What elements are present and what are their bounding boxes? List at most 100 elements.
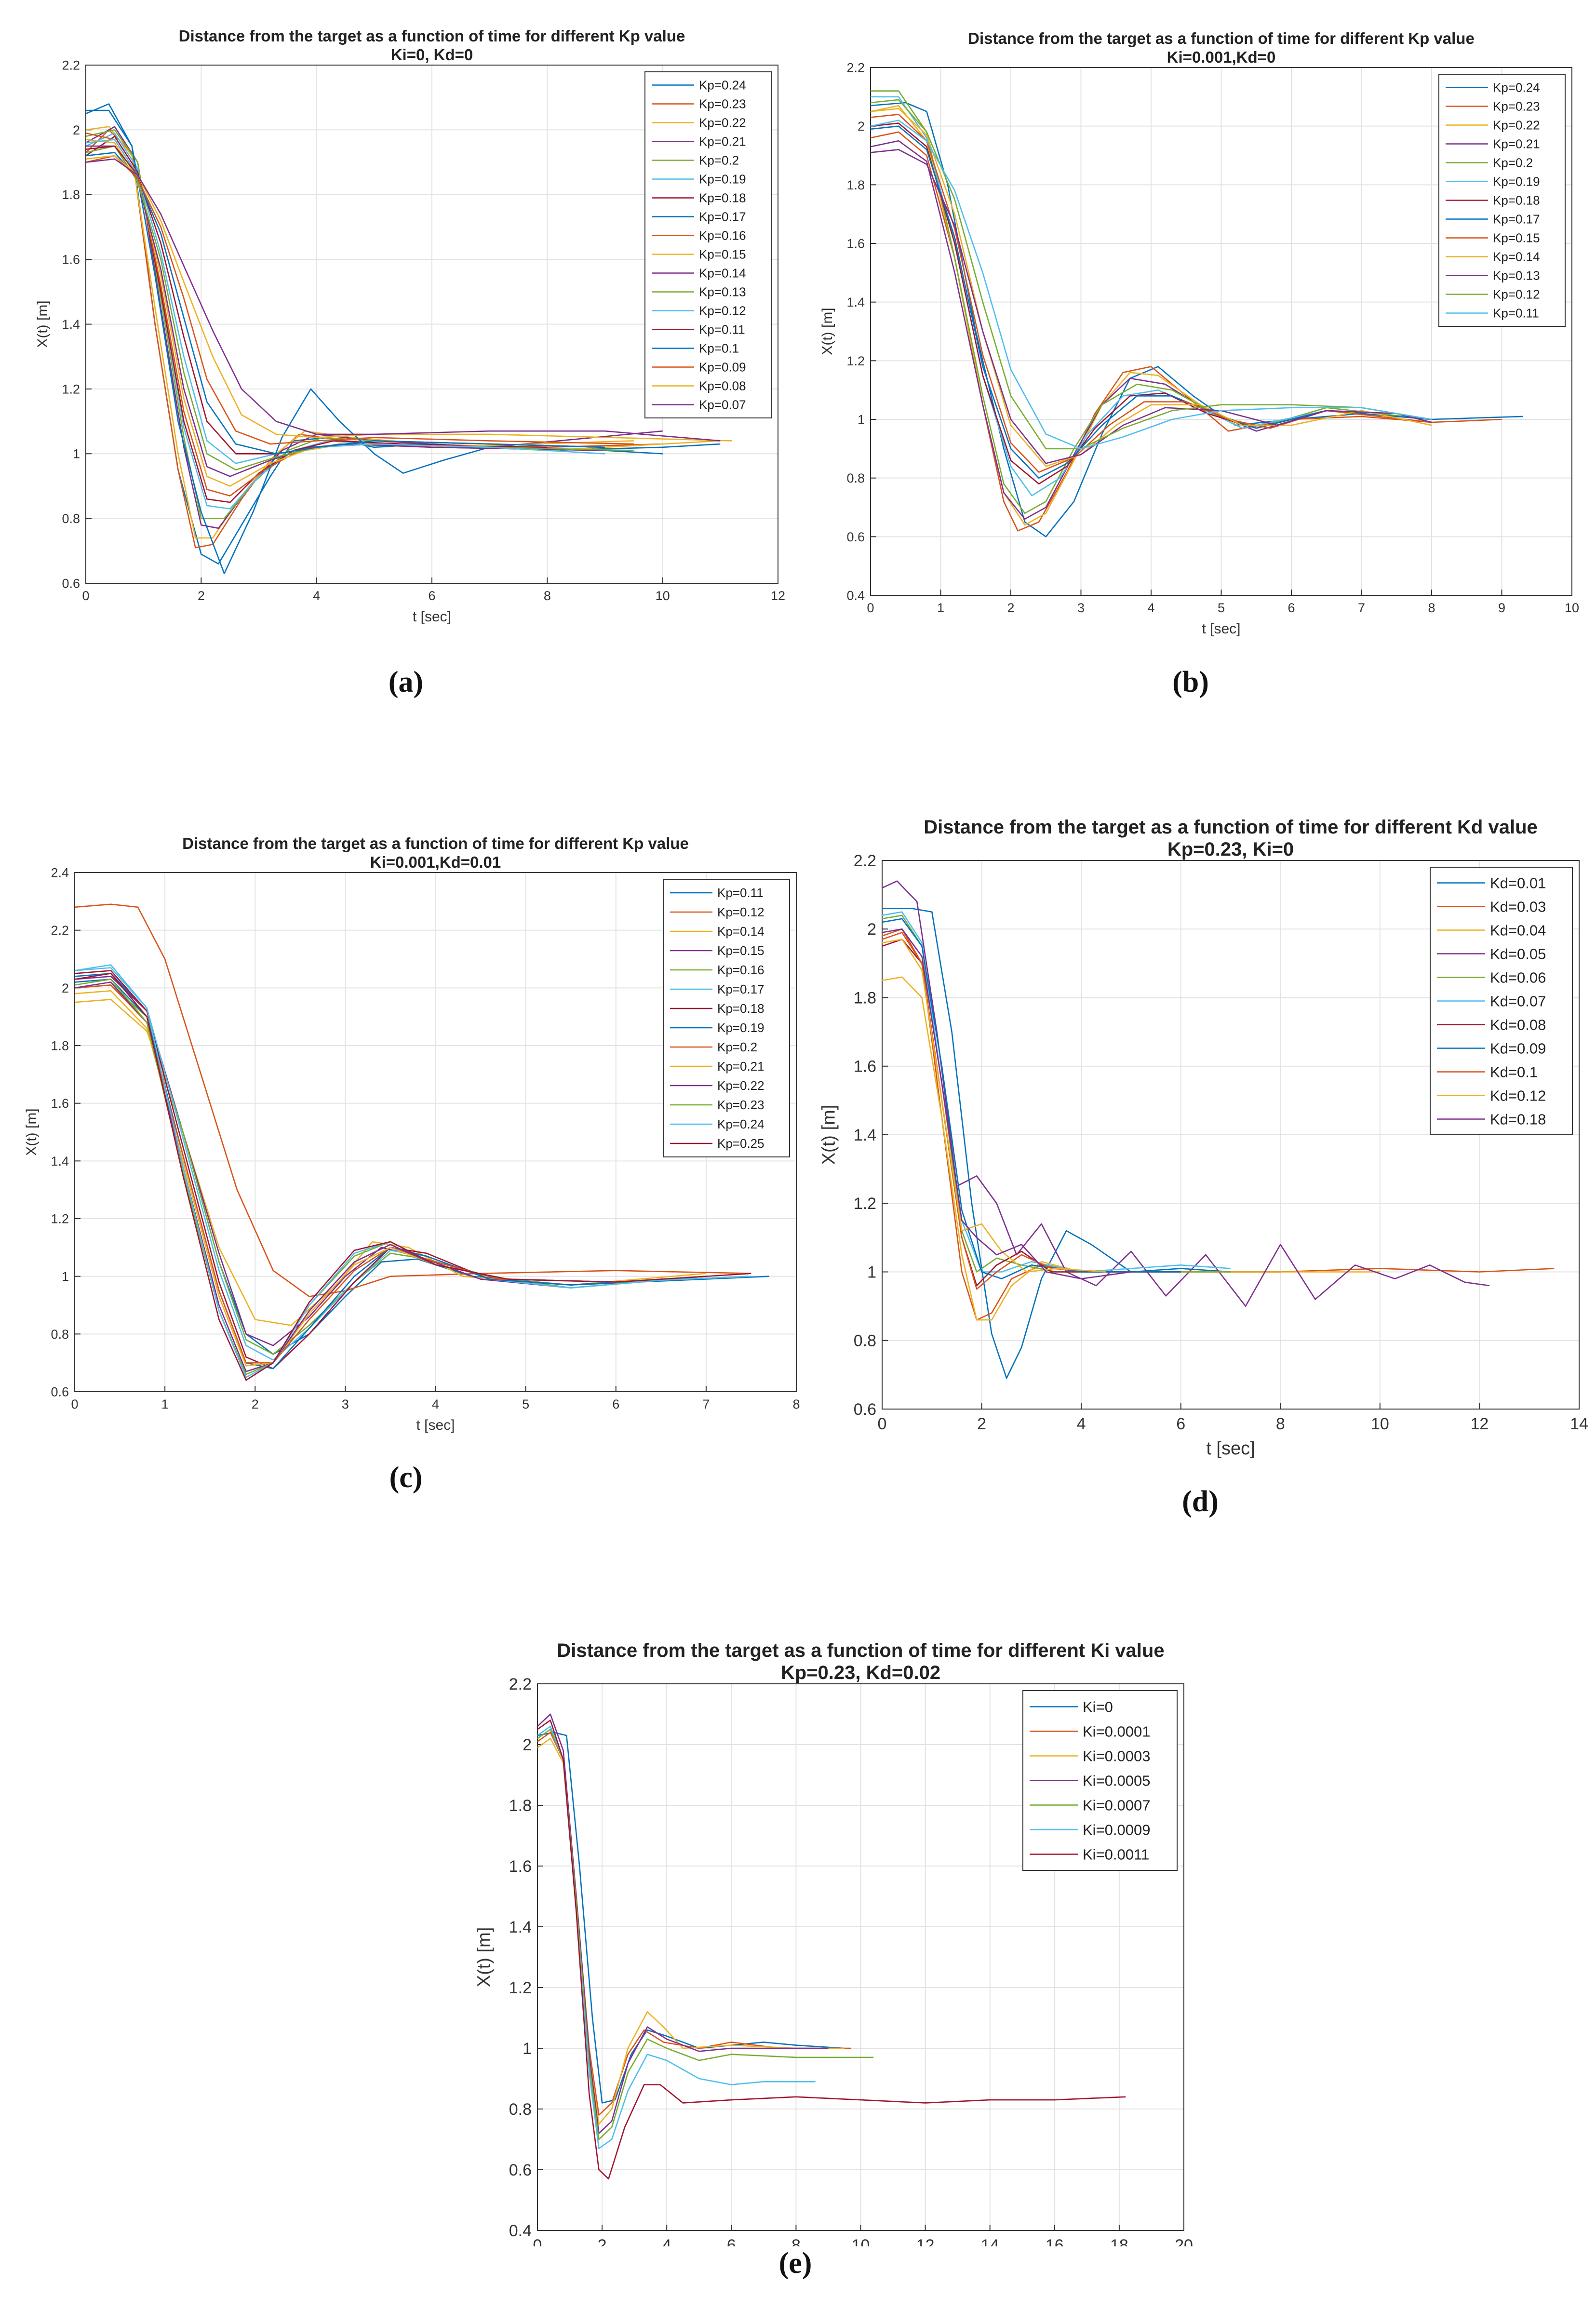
y-tick-label: 0.8	[854, 1332, 876, 1350]
legend-label: Ki=0	[1083, 1698, 1113, 1715]
caption-b: (b)	[1172, 666, 1209, 699]
legend-label: Kd=0.04	[1490, 922, 1546, 939]
legend-label: Kp=0.2	[717, 1040, 757, 1054]
x-tick-label: 10	[1371, 1415, 1389, 1433]
y-tick-label: 2	[523, 1736, 532, 1754]
legend-label: Kp=0.08	[699, 379, 746, 393]
legend-label: Kp=0.13	[1493, 269, 1540, 283]
x-tick-label: 1	[161, 1397, 169, 1411]
x-tick-label: 4	[1077, 1415, 1086, 1433]
y-axis-label: X(t) [m]	[35, 300, 51, 348]
y-tick-label: 2	[858, 119, 865, 134]
legend-label: Kd=0.08	[1490, 1016, 1546, 1033]
x-tick-label: 3	[1077, 601, 1085, 615]
legend-label: Kp=0.17	[699, 210, 746, 224]
x-axis-label: t [sec]	[416, 1417, 455, 1433]
chart-d: Distance from the target as a function o…	[819, 817, 1588, 1459]
y-axis-label: X(t) [m]	[819, 1105, 839, 1165]
chart-subtitle: Ki=0.001,Kd=0	[1167, 48, 1276, 66]
x-tick-label: 2	[598, 2236, 607, 2246]
x-tick-label: 10	[656, 589, 670, 603]
legend-box	[663, 879, 790, 1157]
legend-label: Kp=0.19	[699, 172, 746, 187]
x-tick-label: 6	[428, 589, 435, 603]
legend-label: Kd=0.07	[1490, 993, 1546, 1009]
legend-label: Kd=0.01	[1490, 874, 1546, 891]
series-line	[537, 1732, 845, 2104]
series-line	[537, 1713, 829, 2134]
legend-label: Kp=0.24	[1493, 81, 1540, 95]
caption-a: (a)	[388, 666, 424, 699]
x-tick-label: 6	[1288, 601, 1295, 615]
series-line	[871, 99, 1432, 450]
x-tick-label: 12	[771, 589, 785, 603]
series-line	[871, 149, 1432, 464]
x-tick-label: 12	[916, 2236, 935, 2246]
y-tick-label: 1.4	[854, 1126, 876, 1144]
y-tick-label: 1.8	[854, 989, 876, 1007]
legend-label: Kp=0.15	[717, 943, 764, 958]
legend-label: Ki=0.0011	[1083, 1846, 1149, 1863]
legend-label: Kp=0.1	[699, 341, 739, 356]
series-line	[86, 103, 663, 575]
y-tick-label: 0.6	[509, 2161, 532, 2179]
series-line	[882, 908, 1281, 1379]
series-line	[882, 880, 1490, 1307]
legend-label: Kp=0.15	[699, 247, 746, 262]
legend-label: Kd=0.05	[1490, 945, 1546, 962]
legend-label: Kp=0.07	[699, 398, 746, 412]
y-tick-label: 2.2	[62, 58, 80, 72]
legend-label: Ki=0.0005	[1083, 1772, 1150, 1789]
x-tick-label: 4	[313, 589, 320, 603]
x-tick-label: 5	[1218, 601, 1225, 615]
legend-box	[644, 71, 772, 418]
x-tick-label: 1	[937, 601, 944, 615]
y-tick-label: 1.6	[854, 1058, 876, 1076]
x-tick-label: 8	[791, 2236, 801, 2246]
legend-label: Kp=0.17	[717, 982, 764, 996]
legend-label: Kp=0.09	[699, 360, 746, 375]
chart-title: Distance from the target as a function o…	[182, 834, 689, 852]
legend-label: Kp=0.11	[1493, 306, 1539, 321]
y-tick-label: 2	[62, 981, 69, 995]
x-tick-label: 7	[1358, 601, 1365, 615]
chart-b: Distance from the target as a function o…	[819, 29, 1579, 637]
y-tick-label: 2.2	[51, 923, 69, 938]
x-tick-label: 4	[662, 2236, 671, 2246]
y-tick-label: 1	[62, 1269, 69, 1284]
y-tick-label: 1.2	[509, 1979, 532, 1997]
y-axis-label: X(t) [m]	[474, 1927, 495, 1988]
y-tick-label: 1	[523, 2040, 532, 2058]
x-tick-label: 8	[544, 589, 551, 603]
legend-label: Kp=0.23	[699, 97, 746, 111]
y-tick-label: 1.6	[846, 236, 865, 251]
legend-label: Kp=0.17	[1493, 212, 1540, 227]
legend-label: Ki=0.0001	[1083, 1723, 1150, 1740]
caption-e: (e)	[778, 2247, 812, 2280]
x-tick-label: 20	[1175, 2236, 1193, 2246]
legend-label: Kp=0.24	[699, 78, 746, 93]
legend-label: Kp=0.13	[699, 285, 746, 299]
series-line	[75, 973, 751, 1381]
chart-subtitle: Kp=0.23, Kd=0.02	[781, 1662, 940, 1683]
y-tick-label: 2	[73, 123, 80, 137]
series-line	[86, 155, 634, 445]
legend-label: Kp=0.22	[699, 116, 746, 130]
y-tick-label: 1.8	[846, 178, 865, 192]
x-tick-label: 2	[1007, 601, 1014, 615]
legend-label: Kp=0.12	[699, 304, 746, 318]
y-tick-label: 2.2	[854, 852, 876, 870]
y-tick-label: 1.8	[62, 188, 80, 202]
y-tick-label: 0.8	[509, 2100, 532, 2119]
series-line	[75, 999, 707, 1326]
y-tick-label: 1.8	[51, 1038, 69, 1053]
legend-label: Ki=0.0009	[1083, 1821, 1150, 1838]
x-tick-label: 2	[252, 1397, 259, 1411]
x-tick-label: 7	[702, 1397, 710, 1411]
chart-subtitle: Ki=0, Kd=0	[391, 46, 473, 64]
x-tick-label: 8	[792, 1397, 800, 1411]
legend-label: Kp=0.12	[1493, 287, 1540, 302]
y-tick-label: 1.2	[846, 354, 865, 368]
legend-label: Kp=0.21	[1493, 137, 1540, 151]
y-tick-label: 1	[858, 412, 865, 427]
